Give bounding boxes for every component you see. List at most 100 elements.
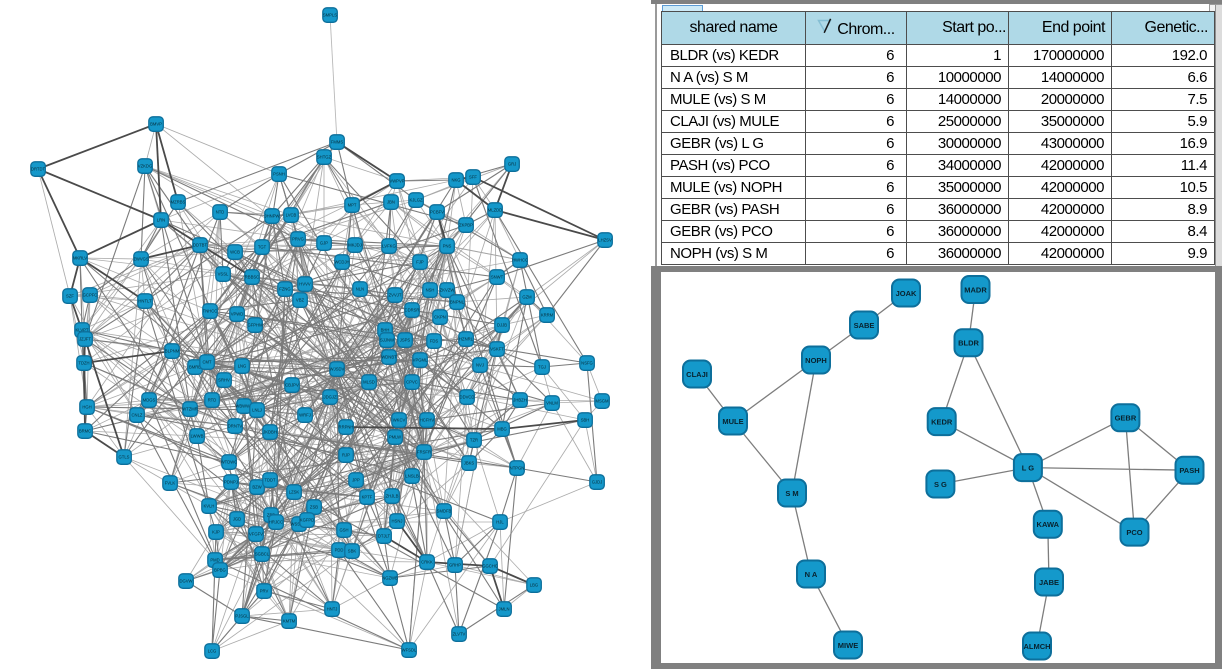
svg-text:LNG: LNG [238, 363, 247, 368]
svg-text:JHBZH: JHBZH [513, 397, 527, 402]
svg-text:BRMC: BRMC [79, 428, 91, 433]
svg-text:PRV: PRV [260, 588, 269, 593]
svg-text:JHNPW: JHNPW [265, 213, 280, 218]
svg-text:HGH: HGH [82, 404, 91, 409]
svg-text:HCFHV: HCFHV [420, 417, 435, 422]
svg-text:LWWB: LWWB [191, 433, 204, 438]
svg-text:JOAK: JOAK [896, 289, 917, 298]
svg-text:CLAJI: CLAJI [686, 370, 708, 379]
svg-text:ZKPBP: ZKPBP [459, 222, 473, 227]
svg-text:NVJ: NVJ [476, 362, 484, 367]
svg-text:JZJFT: JZJFT [79, 336, 91, 341]
svg-text:PDD: PDD [335, 547, 344, 552]
svg-text:WCDJH: WCDJH [334, 259, 349, 264]
svg-text:ZKVZW: ZKVZW [440, 287, 455, 292]
svg-text:KJP: KJP [212, 529, 220, 534]
svg-text:NSH: NSH [426, 287, 435, 292]
svg-text:NKG: NKG [451, 177, 460, 182]
svg-text:MZRBS: MZRBS [171, 199, 186, 204]
svg-text:SBH: SBH [581, 417, 590, 422]
svg-text:SABE: SABE [854, 321, 875, 330]
svg-text:ZWVGS: ZWVGS [133, 256, 149, 261]
svg-text:DDVCD: DDVCD [460, 394, 475, 399]
svg-text:CKPN: CKPN [434, 314, 446, 319]
svg-text:GTLS: GTLS [119, 454, 130, 459]
svg-text:PSNH: PSNH [273, 171, 285, 176]
svg-text:MADR: MADR [964, 285, 987, 294]
svg-text:PDNPJ: PDNPJ [224, 479, 238, 484]
svg-text:TDDT: TDDT [264, 477, 276, 482]
svg-text:VBZ: VBZ [296, 297, 305, 302]
svg-text:HZNRL: HZNRL [459, 336, 474, 341]
svg-text:SZF: SZF [66, 293, 74, 298]
svg-text:JKDBH: JKDBH [263, 429, 277, 434]
svg-text:SJJNW: SJJNW [380, 337, 394, 342]
svg-text:SRHV: SRHV [218, 377, 230, 382]
svg-text:GRJ: GRJ [508, 161, 516, 166]
svg-text:TDZH: TDZH [78, 360, 89, 365]
svg-text:NLN: NLN [356, 286, 364, 291]
svg-text:ZVVJT: ZVVJT [389, 292, 402, 297]
svg-text:ZHJLB: ZHJLB [386, 493, 399, 498]
svg-text:L G: L G [1022, 463, 1035, 472]
svg-text:MKRLV: MKRLV [73, 255, 87, 260]
svg-text:LNSLB: LNSLB [405, 473, 418, 478]
svg-text:LBG: LBG [530, 582, 538, 587]
svg-text:GCPFC: GCPFC [83, 292, 98, 297]
svg-text:DRNTV: DRNTV [228, 423, 243, 428]
svg-text:PCO: PCO [1126, 528, 1142, 537]
svg-text:KRRM: KRRM [541, 312, 554, 317]
svg-text:WJSDV: WJSDV [330, 366, 345, 371]
svg-text:WKCV: WKCV [393, 417, 406, 422]
svg-text:ZSB: ZSB [310, 504, 318, 509]
svg-text:PASH: PASH [1179, 466, 1199, 475]
svg-text:LNLJ: LNLJ [252, 407, 262, 412]
svg-text:VSKFT: VSKFT [490, 346, 504, 351]
svg-text:BLDR: BLDR [958, 339, 979, 348]
svg-text:DTJLT: DTJLT [378, 533, 391, 538]
svg-text:NTD: NTD [216, 209, 225, 214]
svg-text:JSPS: JSPS [400, 337, 411, 342]
svg-text:JBKS: JBKS [464, 460, 475, 465]
svg-text:DRTDT: DRTDT [31, 166, 46, 171]
svg-text:S G: S G [934, 480, 947, 489]
svg-text:FMMS: FMMS [331, 139, 344, 144]
svg-text:WTDWC: WTDWC [221, 459, 238, 464]
svg-text:SFF: SFF [469, 174, 477, 179]
svg-text:GZM: GZM [522, 294, 532, 299]
svg-text:FRSFR: FRSFR [417, 449, 431, 454]
svg-text:PJSGL: PJSGL [235, 613, 249, 618]
svg-text:SMDFB: SMDFB [437, 508, 452, 513]
svg-text:CMT: CMT [202, 359, 212, 364]
svg-text:WDNBT: WDNBT [381, 354, 397, 359]
svg-text:KJLGZ: KJLGZ [409, 197, 422, 202]
svg-text:CDRSR: CDRSR [405, 307, 420, 312]
svg-text:GGCHC: GGCHC [482, 563, 498, 568]
svg-text:VWPVP: VWPVP [389, 178, 404, 183]
svg-text:BLPNM: BLPNM [165, 348, 180, 353]
svg-text:GEBR: GEBR [1115, 414, 1137, 423]
svg-text:HRJCC: HRJCC [269, 519, 283, 524]
svg-text:JMLN: JMLN [499, 606, 510, 611]
svg-text:SHTGZ: SHTGZ [317, 154, 332, 159]
svg-text:NSFG: NSFG [581, 360, 593, 365]
svg-text:CPVC: CPVC [406, 379, 418, 384]
svg-text:CBJPV: CBJPV [285, 382, 299, 387]
svg-text:WFSDL: WFSDL [402, 647, 417, 652]
svg-text:RBBSC: RBBSC [245, 274, 259, 279]
svg-text:MBG: MBG [497, 426, 507, 431]
svg-text:BPBG: BPBG [214, 567, 226, 572]
svg-text:VFGFV: VFGFV [249, 531, 263, 536]
svg-text:CRKK: CRKK [421, 559, 433, 564]
svg-text:TZR: TZR [470, 437, 478, 442]
svg-text:DDTBT: DDTBT [193, 242, 207, 247]
svg-text:LRN: LRN [157, 217, 165, 222]
svg-text:SBK: SBK [348, 548, 357, 553]
svg-text:TNHCC: TNHCC [203, 308, 218, 313]
svg-text:MSGM: MSGM [595, 398, 609, 403]
svg-text:MPT: MPT [348, 202, 357, 207]
svg-text:MULE: MULE [722, 417, 743, 426]
svg-text:TGJ: TGJ [538, 364, 546, 369]
svg-text:KGFPD: KGFPD [300, 517, 314, 522]
svg-text:JGD: JGD [233, 516, 241, 521]
